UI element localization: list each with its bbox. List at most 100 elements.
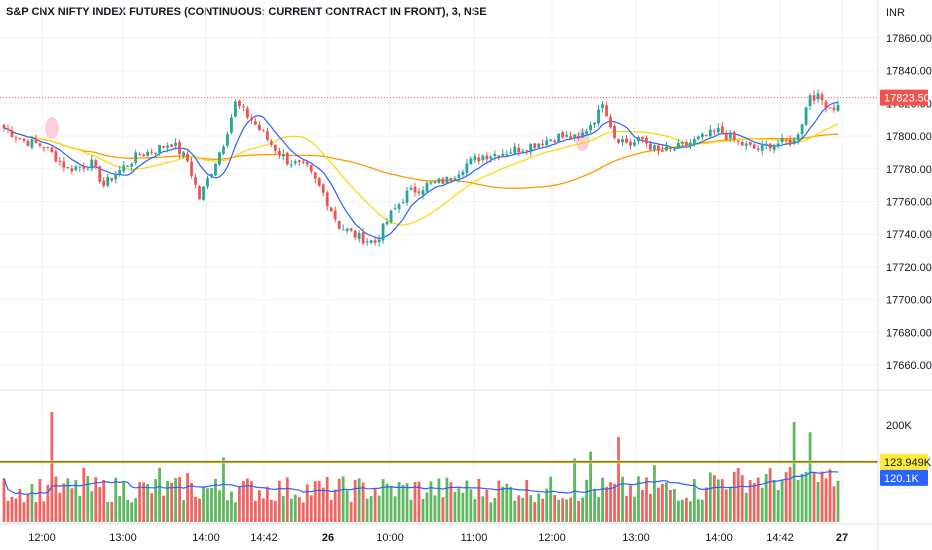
candle: [397, 204, 401, 210]
candle: [665, 146, 668, 151]
volume-bar: [182, 500, 185, 522]
candle: [832, 107, 836, 110]
candle: [46, 146, 50, 148]
candle: [728, 133, 732, 139]
volume-bar: [82, 467, 86, 522]
candle: [669, 148, 672, 150]
candle: [637, 137, 640, 142]
volume-bar: [421, 498, 425, 522]
candle: [645, 137, 648, 144]
volume-bar: [86, 476, 90, 522]
volume-bar: [90, 491, 94, 522]
volume-bar: [341, 476, 345, 522]
candle: [613, 126, 616, 139]
candle: [78, 166, 82, 168]
volume-bar: [704, 487, 708, 522]
price-tick-label: 17840.00: [886, 66, 932, 78]
volume-bar: [158, 467, 162, 522]
volume-bar: [780, 480, 784, 522]
time-tick-label: 27: [836, 532, 848, 544]
volume-bar: [98, 487, 102, 522]
volume-bar: [521, 497, 525, 522]
candle: [106, 176, 110, 186]
volume-bar: [708, 472, 712, 522]
candle: [253, 121, 257, 125]
volume-bar: [329, 499, 333, 522]
volume-bar: [684, 497, 688, 522]
candle: [521, 150, 525, 152]
candle: [393, 208, 397, 210]
candle: [329, 207, 333, 212]
volume-bar: [202, 487, 205, 522]
volume-bar: [409, 499, 413, 522]
volume-bar: [118, 496, 122, 522]
volume-bar: [18, 488, 22, 522]
candle: [453, 178, 457, 181]
volume-bar: [613, 483, 616, 522]
candle: [569, 136, 573, 140]
volume-bar: [525, 480, 529, 522]
candle: [309, 165, 313, 172]
time-tick-label: 13:00: [622, 532, 650, 544]
volume-bar: [453, 491, 457, 522]
candle: [321, 184, 325, 193]
candle: [138, 154, 142, 156]
candle: [497, 155, 501, 158]
candle: [54, 151, 58, 162]
volume-bar: [106, 501, 110, 522]
candle: [357, 232, 361, 240]
candle: [293, 161, 297, 164]
candle: [186, 153, 189, 161]
volume-bar: [14, 498, 18, 522]
candle: [261, 130, 265, 132]
volume-bar: [214, 478, 217, 522]
volume-bar: [166, 481, 170, 522]
volume-bar: [226, 500, 229, 522]
candle: [696, 136, 700, 139]
candle: [74, 166, 78, 170]
volume-bar: [242, 480, 245, 522]
candle: [30, 139, 34, 148]
volume-bar: [146, 484, 150, 522]
volume-bar: [293, 494, 297, 522]
candle: [130, 163, 134, 167]
candle: [633, 142, 636, 146]
volume-bar: [269, 499, 273, 522]
volume-bar: [657, 487, 660, 522]
volume-bar: [772, 479, 776, 522]
candle: [126, 166, 130, 168]
candle: [525, 150, 529, 152]
candle: [828, 107, 832, 109]
candle: [409, 187, 413, 190]
candle: [672, 149, 676, 151]
candle: [277, 150, 281, 156]
candle: [337, 220, 341, 229]
candle: [182, 152, 185, 156]
volume-bar: [66, 478, 70, 522]
volume-bar: [605, 486, 608, 522]
candle: [529, 143, 533, 153]
volume-bar: [665, 482, 668, 522]
volume-bar: [281, 496, 285, 522]
volume-bar: [445, 477, 449, 522]
volume-bar: [716, 479, 720, 522]
volume-bar: [625, 495, 628, 522]
candle: [537, 143, 541, 148]
volume-bar: [178, 477, 181, 522]
volume-bar: [724, 489, 728, 522]
candle: [776, 143, 780, 147]
last-price-badge: [880, 89, 928, 106]
candle: [154, 152, 158, 154]
candle: [381, 223, 385, 241]
candle: [836, 105, 840, 111]
volume-bar: [509, 486, 513, 522]
time-tick-label: 14:00: [705, 532, 733, 544]
volume-bar: [26, 493, 30, 522]
candle: [58, 161, 62, 163]
volume-level-badge-text: 123.949K: [884, 457, 932, 469]
candle: [545, 140, 549, 146]
volume-bar: [720, 479, 724, 522]
volume-bar: [784, 472, 788, 522]
volume-bar: [62, 483, 66, 522]
